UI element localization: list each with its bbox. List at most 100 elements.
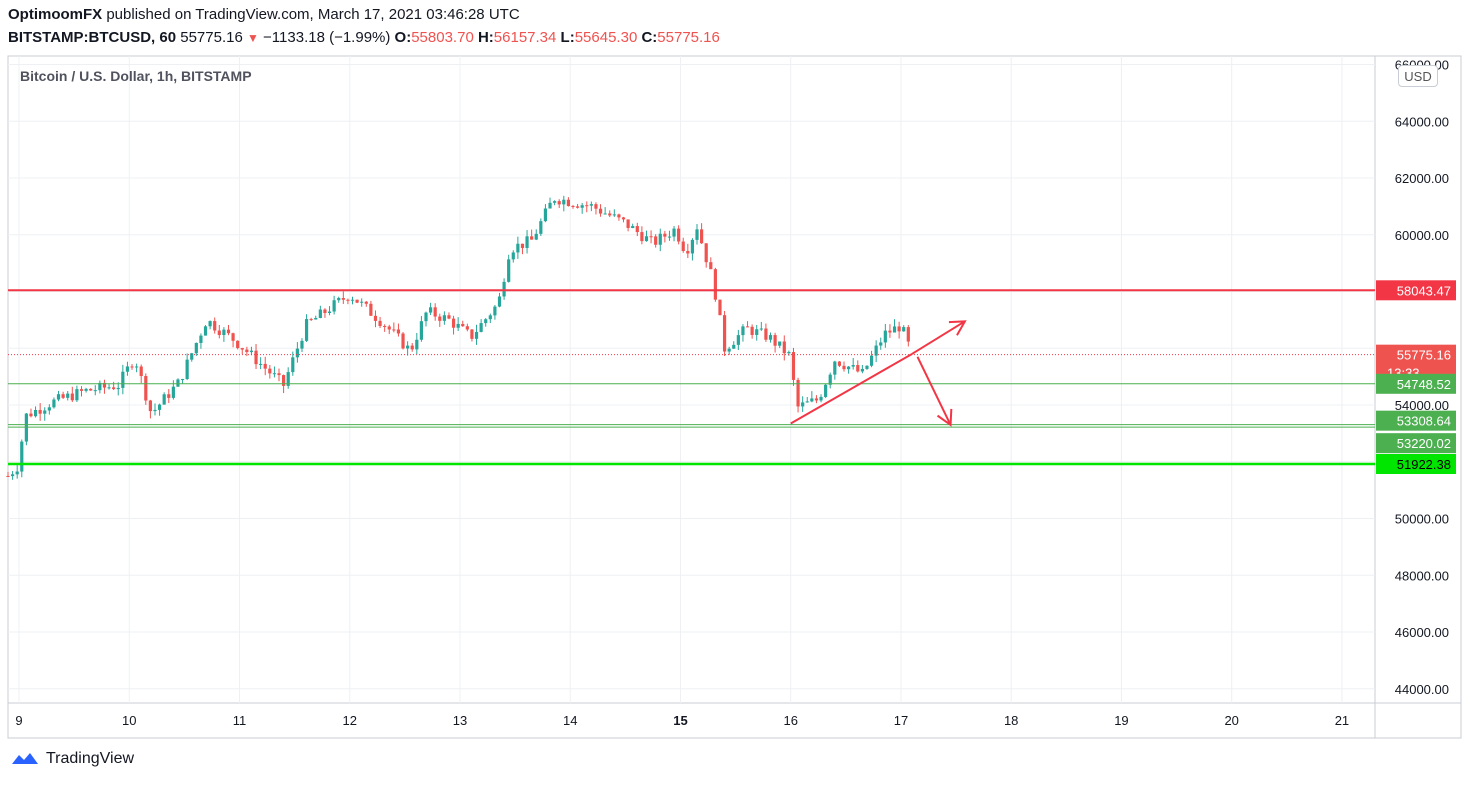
open-value: 55803.70 bbox=[411, 29, 474, 46]
candle-body bbox=[419, 321, 424, 340]
candle-body bbox=[750, 326, 754, 335]
chart-title: Bitcoin / U.S. Dollar, 1h, BITSTAMP bbox=[20, 68, 252, 84]
candle-body bbox=[768, 335, 773, 340]
candle-body bbox=[263, 363, 267, 369]
candle-body bbox=[796, 379, 800, 407]
candle-body bbox=[259, 363, 263, 365]
candle-body bbox=[295, 348, 299, 358]
candle-body bbox=[566, 199, 570, 207]
candle-body bbox=[226, 329, 231, 334]
price-tick-label: 44000.00 bbox=[1395, 682, 1449, 697]
candle-body bbox=[428, 307, 433, 313]
price-level-label: 54748.52 bbox=[1397, 377, 1451, 392]
price-level-label: 58043.47 bbox=[1397, 283, 1451, 298]
candle-body bbox=[332, 300, 336, 312]
drawings[interactable] bbox=[790, 320, 967, 427]
candle-body bbox=[621, 217, 626, 220]
candle-body bbox=[883, 330, 887, 343]
candle-body bbox=[66, 393, 70, 398]
candle-body bbox=[828, 374, 832, 385]
candle-body bbox=[171, 386, 175, 398]
candle-body bbox=[635, 226, 639, 233]
candle-body bbox=[686, 251, 690, 254]
candle-body bbox=[810, 398, 814, 402]
time-axis[interactable]: 9 10 11 12 13 14 15 16 17 18 19 20 21 bbox=[15, 713, 1349, 728]
currency-button[interactable]: USD bbox=[1398, 65, 1438, 87]
candle-body bbox=[157, 404, 162, 410]
time-tick-label: 11 bbox=[233, 713, 247, 728]
candle-body bbox=[10, 474, 15, 477]
candle-body bbox=[121, 371, 125, 388]
candle-body bbox=[424, 312, 428, 322]
candle-body bbox=[213, 321, 217, 331]
candle-body bbox=[6, 475, 10, 477]
candle-body bbox=[314, 317, 318, 320]
footer-brand[interactable]: TradingView bbox=[10, 750, 134, 768]
candle-body bbox=[520, 243, 525, 248]
price-change: −1133.18 (−1.99%) bbox=[263, 29, 391, 46]
candle-body bbox=[176, 379, 180, 387]
price-axis[interactable]: 44000.00 46000.00 48000.00 50000.00 60000.00… bbox=[1395, 58, 1449, 697]
candle-body bbox=[814, 398, 819, 401]
candle-body bbox=[819, 396, 823, 401]
candle-body bbox=[842, 365, 846, 370]
price-tick-label: 64000.00 bbox=[1395, 114, 1449, 129]
candle-body bbox=[185, 359, 189, 379]
candle-body bbox=[502, 281, 506, 297]
candle-body bbox=[98, 382, 102, 391]
last-price: 55775.16 bbox=[180, 29, 243, 46]
time-tick-label: 17 bbox=[894, 713, 908, 728]
candle-body bbox=[530, 236, 534, 240]
candle-body bbox=[392, 329, 396, 331]
high-value: 56157.34 bbox=[493, 29, 557, 46]
candle-body bbox=[543, 208, 548, 222]
candle-body bbox=[438, 316, 442, 321]
down-arrow-icon: ▼ bbox=[246, 31, 259, 45]
candle-body bbox=[755, 329, 759, 335]
candle-body bbox=[75, 389, 79, 401]
candle-body bbox=[378, 320, 382, 326]
candle-body bbox=[837, 361, 842, 366]
candle-body bbox=[474, 331, 479, 339]
candle-body bbox=[268, 368, 272, 374]
trend-line bbox=[790, 353, 913, 425]
candle-body bbox=[488, 315, 492, 320]
arrow-up-shaft bbox=[911, 320, 966, 355]
time-tick-label: 16 bbox=[783, 713, 797, 728]
candle-body bbox=[93, 390, 97, 392]
arrow-up-head bbox=[948, 320, 967, 336]
price-tick-label: 46000.00 bbox=[1395, 625, 1449, 640]
candle-body bbox=[612, 214, 616, 216]
price-tick-label: 54000.00 bbox=[1395, 398, 1449, 413]
candle-body bbox=[401, 333, 405, 349]
time-tick-label: 19 bbox=[1114, 713, 1128, 728]
candle-body bbox=[507, 259, 511, 282]
low-label: L: bbox=[560, 29, 575, 46]
time-tick-label: 12 bbox=[343, 713, 357, 728]
candle-body bbox=[851, 365, 855, 367]
candle-body bbox=[856, 365, 860, 372]
open-label: O: bbox=[394, 29, 412, 46]
author-name[interactable]: OptimoomFX bbox=[8, 6, 103, 23]
arrow-down-head bbox=[936, 408, 953, 427]
price-levels[interactable]: 58043.4755775.1613:3354748.5253308.64532… bbox=[8, 280, 1456, 474]
candle-body bbox=[406, 345, 410, 349]
candle-body bbox=[346, 299, 350, 301]
candle-body bbox=[906, 327, 910, 342]
candle-body bbox=[144, 376, 148, 401]
candle-body bbox=[833, 361, 837, 375]
candle-body bbox=[208, 321, 212, 327]
candle-body bbox=[534, 233, 538, 240]
candle-body bbox=[323, 309, 327, 314]
price-tick-label: 62000.00 bbox=[1395, 171, 1449, 186]
candle-body bbox=[29, 413, 33, 417]
published-text: published on TradingView.com, March 17, … bbox=[102, 6, 520, 23]
candles[interactable] bbox=[6, 195, 910, 480]
time-tick-label: 13 bbox=[453, 713, 467, 728]
candle-body bbox=[603, 213, 607, 215]
time-tick-label: 20 bbox=[1224, 713, 1238, 728]
close-label: C: bbox=[641, 29, 658, 46]
candle-body bbox=[272, 373, 277, 375]
candle-body bbox=[764, 328, 768, 340]
